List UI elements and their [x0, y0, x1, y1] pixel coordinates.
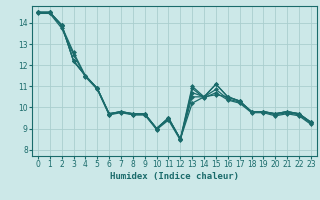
X-axis label: Humidex (Indice chaleur): Humidex (Indice chaleur) — [110, 172, 239, 181]
